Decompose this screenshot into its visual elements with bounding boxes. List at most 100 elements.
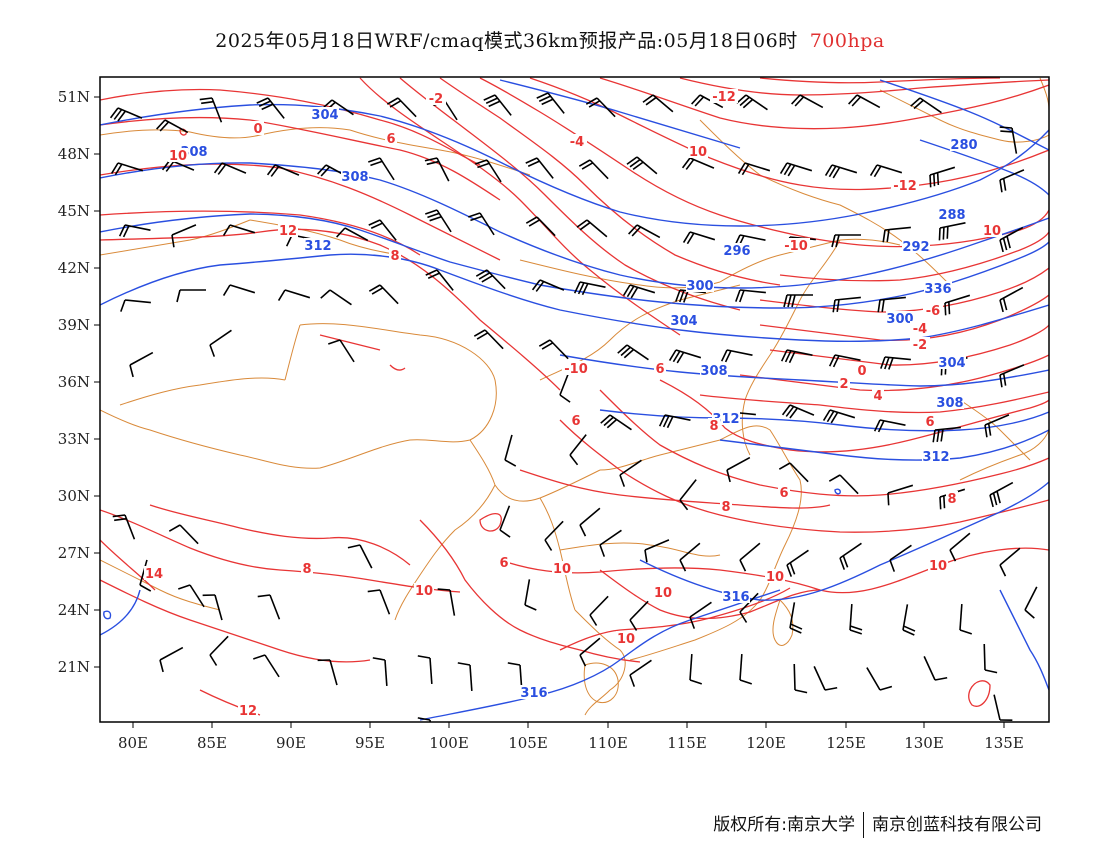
lat-tick-label: 24N: [58, 601, 90, 619]
wind-barb-icon: [938, 222, 966, 241]
temperature-contour-label-bg: [301, 561, 313, 575]
temperature-contour-label: -12: [712, 90, 736, 105]
wind-barb-icon: [576, 219, 608, 238]
wind-barb-icon: [213, 162, 247, 175]
temperature-contour-label: 10: [689, 145, 707, 160]
height-contour-label-bg: [700, 363, 728, 377]
footer-company: 南京创蓝科技有限公司: [872, 815, 1042, 835]
axis-tick-labels: 80E 85E 90E 95E 100E 105E 110E 115E 120E 125E 130E…: [58, 88, 1024, 752]
temperature-contour-label: 6: [655, 362, 664, 377]
wind-barb-icon: [642, 94, 674, 113]
footer-copyright: 版权所有:南京大学: [713, 815, 855, 835]
wind-barb-icon: [999, 226, 1024, 253]
wind-barb-icon: [178, 584, 205, 608]
wind-barb-icon: [120, 299, 151, 312]
lon-tick-label: 115E: [667, 734, 707, 752]
wind-barb-icon: [786, 549, 809, 577]
temperature-contour-label: -12: [893, 179, 917, 194]
wind-barb-icon: [828, 354, 861, 368]
wind-barb-icon: [999, 286, 1024, 313]
wind-barb-icon: [736, 94, 768, 111]
wind-barb-icon: [848, 94, 881, 109]
wind-barb-icon: [866, 667, 893, 691]
wind-barb-icon: [579, 507, 601, 537]
wind-barb-icon: [739, 542, 761, 572]
wind-barb-icon: [873, 419, 906, 433]
wind-barb-icon: [983, 643, 998, 674]
wind-barb-icon: [822, 409, 856, 424]
wind-barb-icon: [831, 234, 861, 248]
temperature-contour-label-bg: [688, 144, 708, 158]
temperature-contour-label-bg: [708, 418, 720, 432]
wind-barb-icon: [256, 97, 285, 119]
lon-tick-label: 120E: [746, 734, 786, 752]
wind-barb-icon: [910, 97, 942, 114]
temperature-contour-label: 10: [983, 224, 1001, 239]
wind-barb-icon: [525, 216, 556, 237]
wind-barb-icon: [739, 654, 753, 685]
wind-barb-icon: [923, 656, 948, 681]
temperature-contour-label-bg: [891, 178, 919, 192]
wind-barb-icon: [887, 484, 914, 506]
wind-barb-icon: [778, 462, 809, 483]
wind-barb-icon: [959, 604, 973, 635]
wind-barb-icon: [468, 212, 495, 236]
wind-barb-icon: [202, 594, 223, 621]
temperature-contour-label-bg: [765, 569, 785, 583]
temperature-contour-label-bg: [144, 566, 164, 580]
wind-barb-icon: [222, 284, 256, 296]
wind-barb-icon: [531, 279, 565, 292]
wind-barb-icon: [538, 339, 569, 360]
temperature-contour-label: -6: [926, 304, 940, 319]
lat-tick-label: 21N: [58, 658, 90, 676]
temperature-contour-label-bg: [552, 561, 572, 575]
wind-barb-icon: [112, 514, 136, 540]
height-contour-label-bg: [520, 685, 548, 699]
temperature-contour-label-bg: [567, 134, 587, 148]
wind-barb-icon: [720, 349, 753, 363]
wind-barb-icon: [209, 635, 229, 666]
wind-barb-icon: [681, 157, 715, 170]
lon-tick-label: 135E: [984, 734, 1024, 752]
wind-barb-icon: [658, 414, 691, 429]
wind-barb-icon: [320, 289, 352, 306]
height-contour-label-bg: [902, 239, 930, 253]
temperature-contour-label: -10: [564, 362, 588, 377]
temperature-contour-label: 0: [253, 122, 262, 137]
wind-barb-icon: [475, 269, 506, 290]
wind-barb-icon: [999, 169, 1025, 193]
wind-barb-icon: [536, 92, 565, 114]
temperature-contour-label: 10: [617, 632, 635, 647]
wind-barb-icon: [793, 663, 808, 694]
wind-barb-icon: [889, 544, 912, 572]
height-contour-label: 288: [938, 208, 965, 223]
height-contour-label: 304: [670, 314, 697, 329]
wind-barb-icon: [1024, 586, 1038, 619]
title-main: 2025年05月18日WRF/cmaq模式36km预报产品:05月18日06时: [215, 30, 798, 52]
wind-barb-icon: [626, 156, 658, 175]
wind-barb-icon: [902, 604, 916, 636]
wind-barb-icon: [839, 542, 862, 570]
temperature-contour-label-bg: [982, 223, 1002, 237]
wind-barb-icon: [504, 434, 517, 467]
map-frame: [99, 76, 1050, 723]
wind-barb-icon: [682, 231, 716, 245]
wind-barb-icon: [437, 588, 456, 616]
temperature-contour-label-bg: [924, 414, 936, 428]
wind-barb-icon: [544, 520, 564, 551]
temperature-contour-label-bg: [838, 376, 850, 390]
height-contour-label-bg: [304, 238, 332, 252]
wind-barb-icon: [999, 126, 1018, 154]
wind-barb-icon: [989, 481, 1014, 508]
wind-barb-icon: [176, 289, 206, 303]
lon-tick-label: 105E: [508, 734, 548, 752]
wind-barb-icon: [317, 659, 338, 686]
wind-barb-icon: [789, 602, 803, 634]
temperature-contour-label: -4: [913, 322, 927, 337]
wind-barb-icon: [599, 529, 622, 557]
wind-barb-icon: [253, 654, 280, 678]
wind-barb-icon: [617, 344, 649, 361]
wind-barb-icon: [209, 329, 232, 357]
wind-barb-icon: [257, 594, 281, 620]
temperature-contour-label: 10: [766, 570, 784, 585]
